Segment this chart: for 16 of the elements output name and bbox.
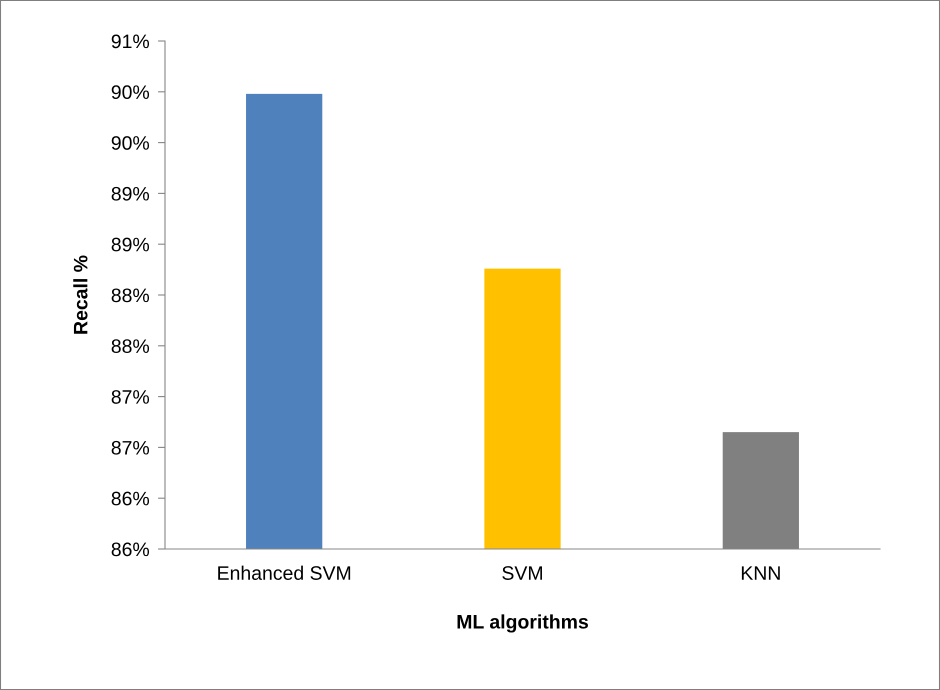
y-tick-label: 90%: [112, 136, 150, 150]
x-tick-label: SVM: [502, 566, 542, 580]
y-tick-label: 88%: [112, 288, 150, 302]
x-tick-label: KNN: [742, 566, 780, 580]
y-tick-label: 87%: [112, 440, 150, 455]
y-tick-label: 86%: [112, 542, 150, 556]
y-tick-label: 91%: [112, 34, 150, 48]
y-tick-label: 86%: [112, 492, 150, 506]
y-tick-label: 89%: [112, 238, 150, 252]
y-tick-label: 89%: [112, 186, 150, 201]
y-axis-title: Recall %: [73, 256, 88, 334]
y-tick-label: 88%: [112, 339, 150, 354]
x-axis-title: ML algorithms: [458, 614, 588, 633]
x-tick-label: Enhanced SVM: [218, 566, 350, 580]
y-tick-label: 87%: [112, 390, 150, 404]
y-tick-label: 90%: [112, 85, 150, 100]
